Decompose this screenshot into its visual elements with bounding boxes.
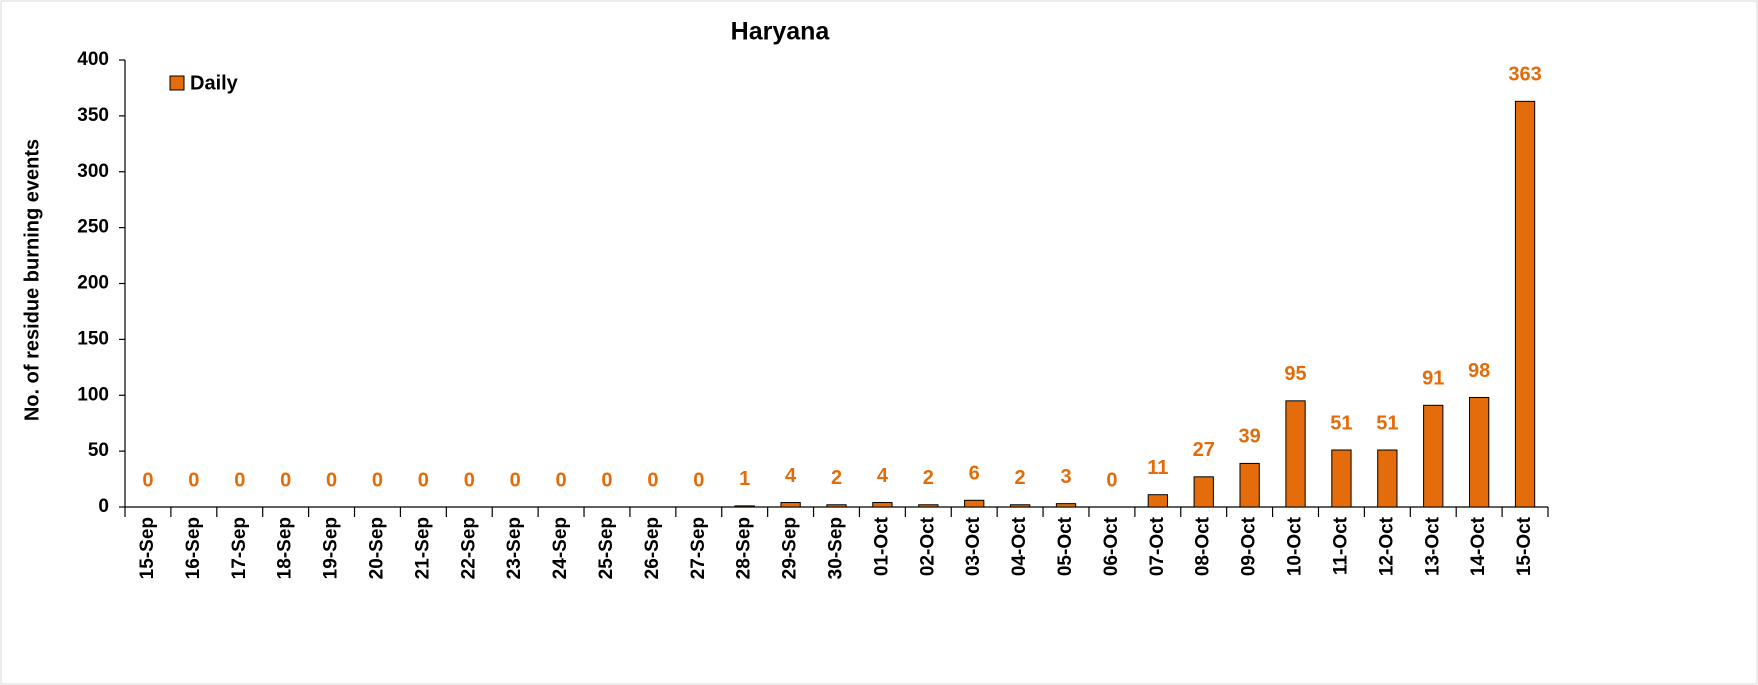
y-tick-label: 150 bbox=[77, 328, 109, 349]
data-label: 39 bbox=[1239, 426, 1261, 448]
data-label: 6 bbox=[969, 463, 980, 485]
y-tick-label: 50 bbox=[88, 440, 109, 461]
data-label: 2 bbox=[1015, 467, 1026, 489]
x-tick-label: 03-Oct bbox=[963, 516, 984, 576]
bar bbox=[780, 502, 801, 508]
x-tick-label: 15-Sep bbox=[137, 517, 158, 579]
data-label: 27 bbox=[1193, 439, 1215, 461]
data-label: 0 bbox=[326, 469, 337, 491]
x-tick-label: 17-Sep bbox=[229, 517, 250, 579]
x-tick-label: 16-Sep bbox=[183, 517, 204, 579]
x-tick-label: 25-Sep bbox=[596, 517, 617, 579]
y-axis-label: No. of residue burning events bbox=[21, 139, 43, 421]
data-label: 51 bbox=[1330, 412, 1352, 434]
data-label: 0 bbox=[234, 469, 245, 491]
x-tick-label: 28-Sep bbox=[734, 517, 755, 579]
y-tick-label: 250 bbox=[77, 217, 109, 238]
y-tick-label: 400 bbox=[77, 49, 109, 70]
x-tick-label: 02-Oct bbox=[917, 516, 938, 576]
data-label: 11 bbox=[1147, 457, 1168, 479]
data-label: 0 bbox=[693, 469, 704, 491]
data-label: 4 bbox=[877, 465, 889, 487]
data-label: 2 bbox=[831, 467, 842, 489]
bar bbox=[1377, 449, 1398, 508]
bar bbox=[964, 499, 985, 508]
x-tick-label: 04-Oct bbox=[1009, 516, 1030, 576]
x-tick-label: 14-Oct bbox=[1468, 516, 1489, 576]
data-label: 98 bbox=[1468, 360, 1490, 382]
bar bbox=[826, 504, 847, 508]
x-tick-label: 13-Oct bbox=[1422, 516, 1443, 576]
legend-label: Daily bbox=[190, 72, 239, 94]
data-label: 4 bbox=[785, 465, 797, 487]
x-tick-label: 21-Sep bbox=[412, 517, 433, 579]
data-label: 363 bbox=[1508, 64, 1541, 86]
x-tick-label: 05-Oct bbox=[1055, 516, 1076, 576]
y-tick-label: 200 bbox=[77, 273, 109, 294]
data-label: 91 bbox=[1422, 368, 1444, 390]
data-label: 0 bbox=[556, 469, 567, 491]
x-tick-label: 12-Oct bbox=[1376, 516, 1397, 576]
x-tick-label: 19-Sep bbox=[321, 517, 342, 579]
data-label: 1 bbox=[739, 468, 750, 490]
data-label: 0 bbox=[188, 469, 199, 491]
data-label: 0 bbox=[601, 469, 612, 491]
data-label: 0 bbox=[1106, 469, 1117, 491]
y-tick-label: 0 bbox=[98, 496, 109, 517]
x-tick-label: 15-Oct bbox=[1514, 516, 1535, 576]
chart-title: Haryana bbox=[731, 18, 831, 46]
bar bbox=[1514, 100, 1536, 508]
bar bbox=[872, 502, 893, 508]
bar bbox=[1055, 503, 1077, 508]
bar bbox=[1423, 404, 1444, 508]
x-tick-label: 27-Sep bbox=[688, 517, 709, 579]
data-label: 0 bbox=[142, 469, 153, 491]
data-label: 0 bbox=[372, 469, 383, 491]
x-tick-label: 24-Sep bbox=[550, 517, 571, 579]
bar bbox=[1147, 494, 1168, 508]
bar bbox=[918, 504, 939, 508]
data-label: 2 bbox=[923, 467, 934, 489]
bar bbox=[1285, 400, 1306, 508]
x-tick-label: 08-Oct bbox=[1193, 516, 1214, 576]
x-tick-label: 29-Sep bbox=[780, 517, 801, 579]
x-tick-label: 09-Oct bbox=[1239, 516, 1260, 576]
y-tick-label: 300 bbox=[77, 161, 109, 182]
data-label: 0 bbox=[418, 469, 429, 491]
data-label: 51 bbox=[1376, 412, 1398, 434]
x-tick-label: 06-Oct bbox=[1101, 516, 1122, 576]
legend-swatch bbox=[169, 75, 185, 91]
data-label: 95 bbox=[1284, 363, 1306, 385]
x-tick-label: 10-Oct bbox=[1285, 516, 1306, 576]
x-tick-label: 26-Sep bbox=[642, 517, 663, 579]
bar bbox=[1331, 449, 1352, 508]
x-tick-label: 11-Oct bbox=[1330, 516, 1351, 575]
bar bbox=[734, 505, 755, 508]
data-label: 0 bbox=[464, 469, 475, 491]
x-tick-label: 20-Sep bbox=[366, 517, 387, 579]
data-label: 0 bbox=[647, 469, 658, 491]
x-tick-label: 23-Sep bbox=[504, 517, 525, 579]
x-tick-label: 18-Sep bbox=[275, 517, 296, 579]
bar bbox=[1193, 476, 1214, 508]
bar bbox=[1009, 504, 1031, 508]
data-label: 0 bbox=[510, 469, 521, 491]
y-tick-label: 100 bbox=[77, 384, 109, 405]
y-tick-label: 350 bbox=[77, 105, 109, 126]
data-label: 0 bbox=[280, 469, 291, 491]
data-label: 3 bbox=[1060, 466, 1071, 488]
x-tick-label: 01-Oct bbox=[871, 516, 892, 576]
bar bbox=[1469, 396, 1490, 508]
x-tick-label: 07-Oct bbox=[1147, 516, 1168, 576]
bar bbox=[1239, 462, 1260, 508]
x-tick-label: 30-Sep bbox=[826, 517, 847, 579]
x-tick-label: 22-Sep bbox=[458, 517, 479, 579]
